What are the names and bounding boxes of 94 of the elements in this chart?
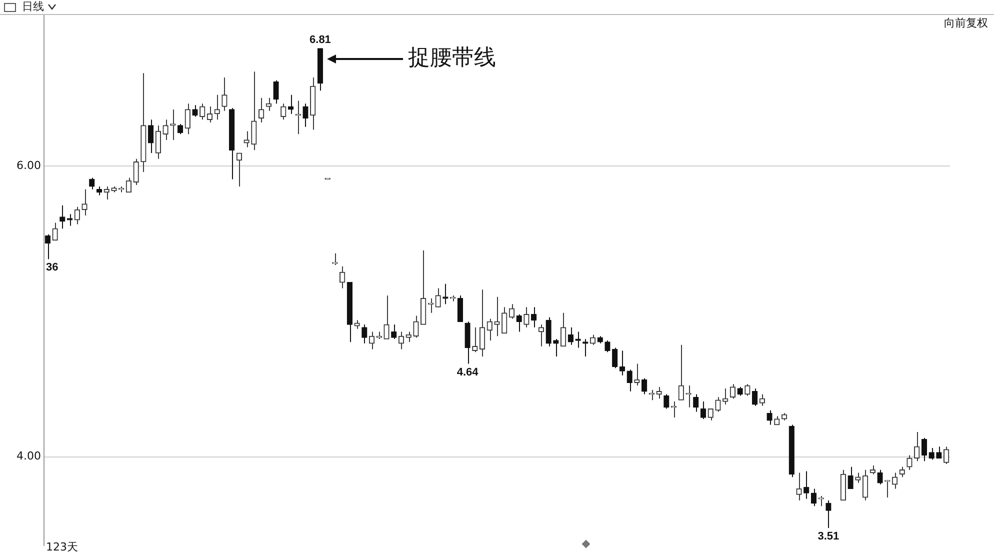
candlestick <box>848 466 854 490</box>
candlestick <box>619 350 626 376</box>
candlestick <box>826 500 832 528</box>
candlestick <box>288 94 294 114</box>
candlestick <box>206 106 213 124</box>
candlestick <box>810 488 817 507</box>
candlestick <box>214 94 220 120</box>
candlestick <box>634 363 640 386</box>
annotation: 向前复权 <box>944 16 988 30</box>
candlestick <box>486 318 492 342</box>
candlestick <box>553 338 559 357</box>
candlestick <box>362 324 368 344</box>
candlestick <box>302 103 308 128</box>
annotation: 123天 <box>46 540 78 554</box>
candlestick <box>236 152 242 187</box>
candlestick <box>89 177 95 190</box>
candlestick <box>943 446 950 465</box>
candlestick <box>457 294 463 322</box>
candlestick <box>104 186 110 200</box>
candlestick <box>804 470 810 500</box>
annotation: 36 <box>46 262 58 274</box>
candlestick <box>730 384 736 400</box>
candlestick <box>744 384 750 396</box>
candlestick <box>266 97 272 112</box>
candlestick <box>251 71 257 151</box>
candlestick <box>546 316 552 347</box>
chart-title: 日线 <box>22 0 44 14</box>
candlestick <box>936 446 942 459</box>
candlestick <box>560 312 566 347</box>
candlestick <box>384 294 390 340</box>
candlestick <box>516 314 522 332</box>
candlestick <box>796 472 802 501</box>
candlestick <box>258 97 264 124</box>
candlestick <box>508 304 515 320</box>
candlestick <box>862 469 868 501</box>
candlestick <box>391 324 397 340</box>
candlestick <box>538 324 544 347</box>
candlestick <box>472 326 478 353</box>
candlestick <box>877 469 883 485</box>
y-tick-label: 6.00 <box>16 158 41 172</box>
candlestick <box>52 222 58 241</box>
candlestick <box>184 103 190 135</box>
candlestick <box>715 396 721 412</box>
candlestick <box>339 266 346 289</box>
candlestick <box>148 119 154 154</box>
candlestick <box>884 480 890 498</box>
candlestick <box>899 466 905 478</box>
candlestick <box>332 252 338 266</box>
candlestick <box>928 448 934 460</box>
candlestick <box>133 158 139 186</box>
candlestick <box>200 103 206 120</box>
annotation: 6.81 <box>310 34 331 46</box>
candlestick <box>222 76 228 112</box>
candlestick <box>280 103 286 120</box>
annotation: 4.64 <box>456 366 480 378</box>
candlestick <box>693 394 699 412</box>
candlestick <box>494 296 500 337</box>
candlestick <box>464 321 470 364</box>
candlestick <box>531 306 537 328</box>
candlestick <box>759 394 765 406</box>
candlestick <box>435 288 441 308</box>
candlestick <box>708 408 714 421</box>
candlestick <box>641 378 648 395</box>
candlestick <box>914 432 920 462</box>
candlestick <box>524 306 530 328</box>
candlestick <box>855 472 861 484</box>
y-tick-label: 4.00 <box>16 450 41 463</box>
candlestick <box>656 386 662 400</box>
candlestick <box>921 437 928 462</box>
candlestick <box>82 188 88 216</box>
candlestick <box>722 388 728 405</box>
candlestick <box>626 369 632 392</box>
candlestick <box>906 454 912 470</box>
candlestick <box>244 130 250 148</box>
annotation: 捉腰带线 <box>408 46 496 71</box>
annotation: 3.51 <box>818 530 840 542</box>
candlestick <box>74 206 80 225</box>
candlestick <box>752 388 758 406</box>
candlestick <box>155 124 161 160</box>
candlestick <box>678 344 684 401</box>
candlestick <box>192 104 198 118</box>
candlestick <box>413 315 419 338</box>
candlestick <box>479 289 486 357</box>
candlestick <box>60 204 66 230</box>
candlestick <box>126 177 132 193</box>
candlestick <box>766 410 772 426</box>
candlestick <box>273 80 279 104</box>
candlestick <box>612 347 618 369</box>
candlestick <box>664 394 670 410</box>
candlestick <box>502 306 508 334</box>
candlestick <box>406 331 412 342</box>
candlestick <box>44 234 51 260</box>
candlestick <box>162 119 168 140</box>
candlestick <box>568 326 574 346</box>
